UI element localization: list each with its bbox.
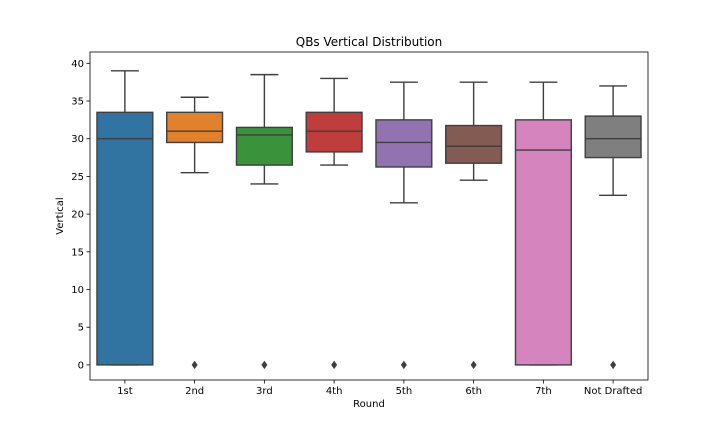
chart-title: QBs Vertical Distribution [296, 35, 442, 49]
box-group-4 [375, 81, 433, 370]
x-tick-label-7: Not Drafted [584, 386, 642, 397]
box-7 [584, 115, 642, 159]
box-5 [445, 124, 503, 164]
box-group-7 [584, 85, 642, 370]
x-tick-label-4: 5th [396, 386, 413, 397]
box-group-1 [166, 96, 224, 370]
plot-area [96, 70, 642, 370]
axes: 1st 2nd 3rd 4th 5th 6th 7th Not Drafted 0 5 10 15 20… [71, 59, 642, 397]
box-group-6 [514, 81, 572, 366]
y-tick-label-3: 15 [71, 247, 84, 258]
plot-frame [89, 51, 649, 381]
y-tick-label-6: 30 [71, 134, 84, 145]
box-6 [514, 119, 572, 366]
y-tick-label-7: 35 [71, 97, 84, 108]
outlier-point-2-0 [261, 360, 268, 370]
outlier-point-5-0 [470, 360, 477, 370]
y-tick-label-1: 5 [78, 323, 84, 334]
x-tick-label-5: 6th [465, 386, 482, 397]
y-tick-label-4: 20 [71, 210, 84, 221]
box-2 [235, 126, 293, 166]
y-axis-label: Vertical [55, 197, 66, 234]
x-tick-label-1: 2nd [185, 386, 204, 397]
outlier-point-3-0 [331, 360, 338, 370]
box-1 [166, 111, 224, 144]
box-group-3 [305, 77, 363, 370]
y-tick-label-5: 25 [71, 172, 84, 183]
x-axis-label: Round [353, 399, 385, 410]
outlier-point-4-0 [400, 360, 407, 370]
box-group-2 [235, 73, 293, 370]
x-tick-label-3: 4th [326, 386, 343, 397]
x-tick-label-2: 3rd [256, 386, 273, 397]
x-tick-label-0: 1st [117, 386, 133, 397]
box-group-5 [445, 81, 503, 370]
x-tick-label-6: 7th [535, 386, 552, 397]
y-tick-label-8: 40 [71, 59, 84, 70]
outlier-point-1-0 [191, 360, 198, 370]
outlier-point-7-0 [610, 360, 617, 370]
box-group-0 [96, 70, 154, 366]
box-0 [96, 111, 154, 366]
box-4 [375, 119, 433, 168]
box-3 [305, 111, 363, 153]
y-tick-label-2: 10 [71, 285, 84, 296]
y-tick-label-0: 0 [78, 360, 84, 371]
